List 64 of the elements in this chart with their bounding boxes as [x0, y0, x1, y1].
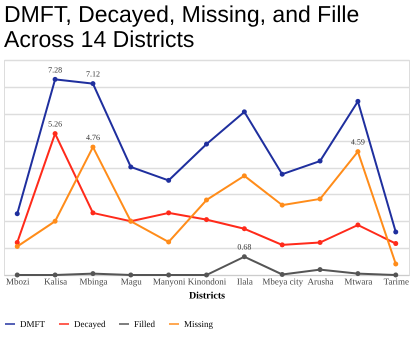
x-tick-label: Arusha: [308, 276, 334, 286]
point: [90, 271, 96, 276]
point: [14, 272, 20, 278]
text: Across 14 Districts: [4, 26, 194, 52]
point: [355, 98, 360, 104]
point: [90, 81, 96, 86]
point: [52, 76, 58, 82]
point: [242, 254, 247, 260]
point: [355, 271, 360, 276]
x-tick-label: Mbinga: [79, 276, 108, 286]
x-tick-label: Kalisa: [44, 276, 68, 286]
point: [204, 272, 209, 278]
x-tick-label: Tarime: [384, 276, 409, 286]
point: [318, 158, 323, 164]
legend-label: DMFT: [20, 319, 46, 329]
point: [166, 210, 172, 216]
point: [242, 226, 247, 232]
point: [242, 173, 247, 178]
point: [166, 272, 172, 278]
point: [393, 261, 398, 266]
legend-label: Decayed: [74, 319, 106, 329]
x-tick-label: Ilala: [236, 276, 253, 286]
data-label: 4.76: [86, 133, 100, 142]
point: [14, 244, 20, 250]
data-label: 7.28: [48, 65, 62, 74]
point: [128, 164, 134, 170]
data-label: 7.12: [86, 70, 100, 79]
point: [318, 267, 323, 272]
point: [90, 210, 96, 216]
point: [204, 217, 209, 222]
point: [204, 142, 209, 147]
x-tick-label: Mtwara: [344, 276, 372, 286]
x-tick-label: Mbozi: [6, 276, 30, 286]
x-tick-label: Mbeya city: [262, 276, 304, 286]
x-tick-label: Manyoni: [152, 276, 186, 286]
point: [14, 211, 20, 216]
point: [280, 172, 285, 177]
x-tick-label: Magu: [120, 276, 142, 286]
point: [52, 272, 58, 278]
point: [318, 240, 323, 245]
text: DMFT, Decayed, Missing, and Fille: [4, 1, 360, 27]
point: [52, 218, 58, 224]
data-label: 5.26: [48, 120, 62, 129]
data-label: 0.68: [237, 242, 252, 252]
x-axis-title: Districts: [188, 290, 226, 302]
data-label: 4.59: [350, 138, 365, 147]
x-tick-label: Kinondoni: [188, 276, 227, 286]
point: [355, 149, 360, 154]
point: [318, 196, 323, 202]
point: [280, 202, 285, 208]
point: [242, 109, 247, 114]
point: [393, 230, 398, 234]
point: [128, 272, 134, 278]
legend-label: Missing: [184, 319, 214, 329]
point: [280, 272, 285, 277]
point: [204, 198, 209, 203]
legend-label: Filled: [134, 319, 156, 329]
point: [355, 222, 360, 228]
point: [166, 239, 172, 244]
point: [393, 241, 398, 246]
point: [166, 178, 172, 183]
point: [90, 144, 96, 150]
point: [280, 242, 285, 248]
point: [393, 272, 398, 278]
